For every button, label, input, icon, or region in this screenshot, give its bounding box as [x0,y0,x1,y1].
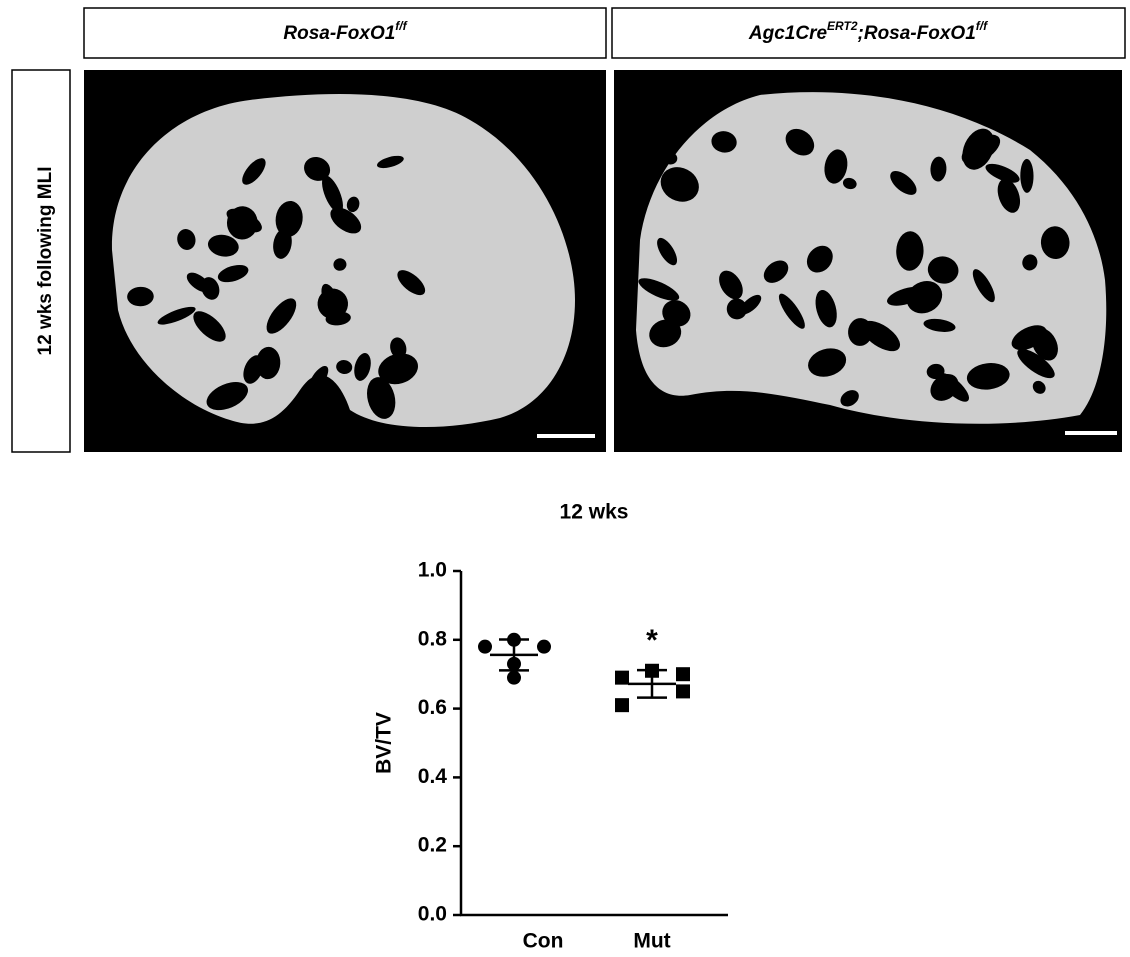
y-tick-label: 1.0 [418,559,447,582]
header-text: ;Rosa-FoxO1 [858,23,976,44]
x-tick-label: Mut [633,930,670,953]
data-point [507,671,521,685]
superscript: f/f [395,19,407,33]
data-point [537,640,551,654]
data-point [615,671,629,685]
superscript: f/f [976,19,988,33]
data-point [615,698,629,712]
data-point [478,640,492,654]
data-point [676,684,690,698]
header-label: Rosa-FoxO1f/f [283,19,407,44]
header-text: Agc1Cre [748,23,828,44]
significance-mark: * [646,624,658,657]
y-tick-label: 0.2 [418,834,447,857]
header-text: Rosa-FoxO1 [283,23,395,44]
data-point [676,667,690,681]
figure: 12 wks following MLI Rosa-FoxO1f/f Agc1C… [0,0,1130,957]
y-axis-label: BV/TV [373,712,396,774]
superscript: ERT2 [827,19,858,33]
y-tick-label: 0.4 [418,765,448,788]
y-tick-label: 0.0 [418,903,447,926]
chart-title: 12 wks [560,501,629,524]
y-tick-label: 0.8 [418,627,448,650]
y-tick-label: 0.6 [418,696,447,719]
x-tick-label: Con [523,930,564,953]
header-label: Agc1CreERT2;Rosa-FoxO1f/f [748,19,988,44]
row-label: 12 wks following MLI [35,167,56,356]
